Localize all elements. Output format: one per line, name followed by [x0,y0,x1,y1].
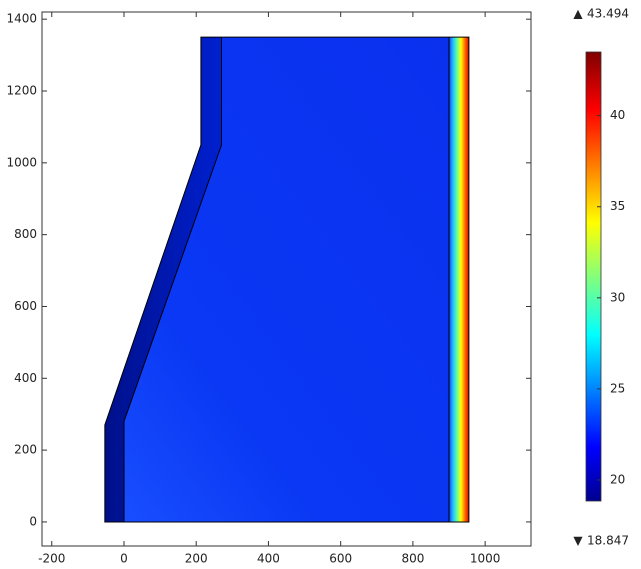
y-tick-label: 0 [29,514,37,528]
x-tick-label: 400 [257,552,280,566]
colorbar-tick-label: 35 [610,199,625,213]
y-tick-label: 200 [14,443,37,457]
y-tick-label: 1400 [6,12,37,26]
colorbar-tick-label: 25 [610,381,625,395]
y-tick-label: 400 [14,371,37,385]
min-marker: ▼ [573,534,583,548]
interface-line [123,37,222,522]
plot-area [104,36,470,523]
colorbar-tick-label: 30 [610,290,625,304]
y-tick-label: 1200 [6,84,37,98]
y-tick-label: 800 [14,227,37,241]
colorbar [585,51,602,502]
x-tick-label: -200 [38,552,65,566]
y-tick-label: 600 [14,299,37,313]
x-tick-label: 600 [329,552,352,566]
left-layer-fill [104,37,222,522]
x-tick-label: 800 [401,552,424,566]
x-tick-label: 0 [120,552,128,566]
x-tick-label: 200 [185,552,208,566]
domain-outline [104,36,470,523]
min-label: 18.847 [587,534,629,548]
x-tick-label: 1000 [470,552,501,566]
max-marker: ▲ [573,7,583,21]
colorbar-tick-label: 40 [610,108,625,122]
max-label: 43.494 [587,7,629,21]
y-tick-label: 1000 [6,155,37,169]
domain-fill [104,37,469,522]
right-layer-fill [449,37,469,522]
colorbar-tick-label: 20 [610,472,625,486]
